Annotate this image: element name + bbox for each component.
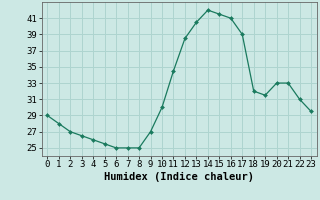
X-axis label: Humidex (Indice chaleur): Humidex (Indice chaleur) [104, 172, 254, 182]
